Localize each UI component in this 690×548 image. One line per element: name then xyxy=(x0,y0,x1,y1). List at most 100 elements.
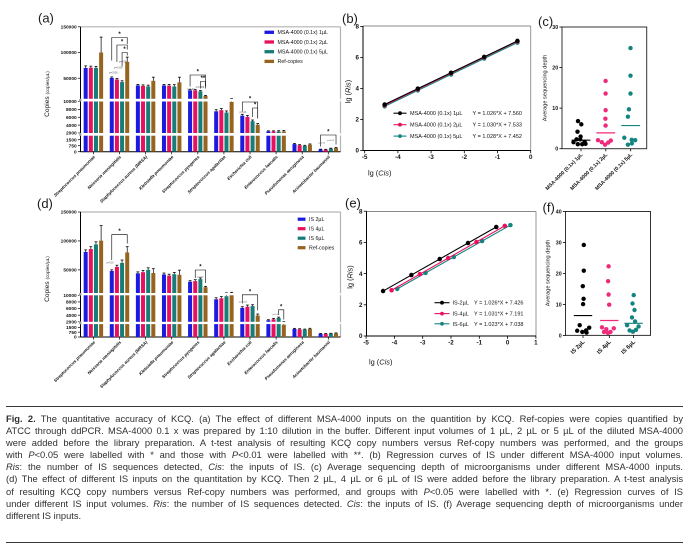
svg-text:30: 30 xyxy=(556,240,562,246)
svg-text:*: * xyxy=(249,97,252,103)
svg-text:50000: 50000 xyxy=(63,76,77,82)
svg-text:**: ** xyxy=(201,76,206,82)
svg-text:p=0.03: p=0.03 xyxy=(327,140,335,142)
svg-text:0: 0 xyxy=(559,333,562,339)
svg-text:IS 4µL: IS 4µL xyxy=(309,227,324,233)
svg-text:MSA-4000 (0.1x) 5µL: MSA-4000 (0.1x) 5µL xyxy=(410,134,462,140)
svg-text:p=0.02: p=0.02 xyxy=(187,89,195,91)
svg-text:Streptococcus pneumoniae: Streptococcus pneumoniae xyxy=(53,339,97,383)
svg-text:IS-4µL: IS-4µL xyxy=(453,312,469,318)
svg-text:IS 6µL: IS 6µL xyxy=(621,339,638,356)
svg-text:2000: 2000 xyxy=(66,131,77,137)
svg-text:1500: 1500 xyxy=(66,325,77,331)
svg-text:0: 0 xyxy=(356,148,360,155)
svg-text:Ref-copies: Ref-copies xyxy=(309,246,335,252)
svg-text:(c): (c) xyxy=(538,14,553,29)
svg-text:Escherichia coli: Escherichia coli xyxy=(226,339,253,366)
svg-text:IS 6µL: IS 6µL xyxy=(309,236,324,242)
svg-text:Streptococcus pneumoniae: Streptococcus pneumoniae xyxy=(53,154,97,198)
svg-text:MSA-4000 (0.1x) 5µL: MSA-4000 (0.1x) 5µL xyxy=(278,50,329,56)
svg-text:p=0.006: p=0.006 xyxy=(114,68,123,70)
svg-text:Y = 1.023*X + 7.038: Y = 1.023*X + 7.038 xyxy=(474,322,523,328)
svg-text:8000: 8000 xyxy=(66,300,77,306)
svg-text:6: 6 xyxy=(359,240,363,247)
svg-text:(a): (a) xyxy=(38,11,54,26)
svg-text:p=0.03: p=0.03 xyxy=(107,263,115,265)
svg-text:6: 6 xyxy=(356,55,360,62)
svg-text:20: 20 xyxy=(556,271,562,277)
svg-text:MSA-4000 (0.1x) 2µL: MSA-4000 (0.1x) 2µL xyxy=(278,40,329,46)
svg-text:0: 0 xyxy=(555,147,558,153)
svg-text:lg (Cis): lg (Cis) xyxy=(369,358,392,367)
svg-text:p=0.04: p=0.04 xyxy=(273,314,281,316)
svg-text:Y = 1.026*X + 7.560: Y = 1.026*X + 7.560 xyxy=(473,111,522,117)
svg-text:*: * xyxy=(118,229,121,235)
svg-text:Average sequencing depth: Average sequencing depth xyxy=(543,55,549,121)
svg-text:150000: 150000 xyxy=(61,25,77,31)
svg-text:10000: 10000 xyxy=(63,99,77,105)
svg-text:Y = 1.030*X + 7.533: Y = 1.030*X + 7.533 xyxy=(473,123,522,129)
svg-text:-3: -3 xyxy=(420,340,426,347)
svg-text:Y = 1.028*X + 7.452: Y = 1.028*X + 7.452 xyxy=(473,134,522,140)
svg-text:0: 0 xyxy=(506,340,510,347)
svg-text:Escherichia coli: Escherichia coli xyxy=(226,154,253,181)
svg-text:2: 2 xyxy=(359,302,363,309)
svg-text:-3: -3 xyxy=(428,154,434,161)
svg-text:lg (Ris): lg (Ris) xyxy=(346,265,355,288)
svg-text:6000: 6000 xyxy=(66,306,77,312)
svg-text:Staphylococcus aureus (MRSA): Staphylococcus aureus (MRSA) xyxy=(99,154,149,204)
svg-text:-4: -4 xyxy=(392,340,398,347)
svg-text:2: 2 xyxy=(356,117,360,124)
svg-text:lg (Ris): lg (Ris) xyxy=(344,80,353,103)
svg-text:Y = 1.026*X + 7.426: Y = 1.026*X + 7.426 xyxy=(474,301,523,307)
svg-text:Average sequencing depth: Average sequencing depth xyxy=(546,240,552,306)
svg-text:*: * xyxy=(280,304,283,310)
svg-text:4: 4 xyxy=(359,271,363,278)
svg-text:p=0.008: p=0.008 xyxy=(109,73,118,75)
svg-text:0: 0 xyxy=(74,335,77,341)
svg-text:10000: 10000 xyxy=(63,293,77,299)
svg-text:(e): (e) xyxy=(345,196,361,211)
svg-text:-2: -2 xyxy=(462,154,468,161)
svg-text:IS-6µL: IS-6µL xyxy=(453,322,469,328)
svg-text:1: 1 xyxy=(534,340,538,347)
svg-text:p=0.024: p=0.024 xyxy=(239,302,248,304)
svg-text:-1: -1 xyxy=(495,154,501,161)
svg-text:Copies (copies/µL): Copies (copies/µL) xyxy=(44,256,51,302)
svg-text:lg (Cis): lg (Cis) xyxy=(368,169,391,178)
svg-text:(f): (f) xyxy=(543,200,555,215)
svg-text:Copies (copies/µL): Copies (copies/µL) xyxy=(44,71,51,117)
svg-text:p=0.02: p=0.02 xyxy=(197,277,205,279)
svg-text:2000: 2000 xyxy=(66,320,77,326)
svg-text:*: * xyxy=(121,40,124,46)
svg-text:0: 0 xyxy=(359,333,363,340)
svg-text:100000: 100000 xyxy=(61,239,77,245)
svg-text:(d): (d) xyxy=(37,196,53,211)
svg-text:750: 750 xyxy=(69,330,77,336)
svg-text:-5: -5 xyxy=(362,154,368,161)
svg-text:4000: 4000 xyxy=(66,123,77,129)
svg-text:Staphylococcus aureus (MRSA): Staphylococcus aureus (MRSA) xyxy=(99,339,149,389)
svg-text:MSA-4000 (0.1x) 1µL: MSA-4000 (0.1x) 1µL xyxy=(410,111,462,117)
svg-text:IS-2µL: IS-2µL xyxy=(453,301,469,307)
svg-text:IS 2µL: IS 2µL xyxy=(570,339,587,356)
svg-text:-2: -2 xyxy=(448,340,454,347)
svg-text:p=0.004: p=0.004 xyxy=(119,62,128,64)
svg-text:8: 8 xyxy=(356,24,360,31)
svg-text:150000: 150000 xyxy=(61,210,77,216)
svg-text:750: 750 xyxy=(69,143,77,149)
svg-text:8: 8 xyxy=(359,208,363,215)
svg-text:*: * xyxy=(123,47,126,53)
svg-text:*: * xyxy=(327,130,330,136)
svg-text:*: * xyxy=(118,32,121,38)
svg-text:1500: 1500 xyxy=(66,137,77,143)
svg-text:-4: -4 xyxy=(395,154,401,161)
svg-text:4: 4 xyxy=(356,86,360,93)
svg-text:40: 40 xyxy=(556,209,562,215)
svg-text:0: 0 xyxy=(74,149,77,155)
svg-text:-5: -5 xyxy=(363,340,369,347)
svg-text:*: * xyxy=(197,70,200,76)
svg-text:MSA-4000 (0.1x) 1µL: MSA-4000 (0.1x) 1µL xyxy=(278,30,329,36)
svg-text:50000: 50000 xyxy=(63,268,77,274)
svg-text:IS 2µL: IS 2µL xyxy=(309,217,324,223)
